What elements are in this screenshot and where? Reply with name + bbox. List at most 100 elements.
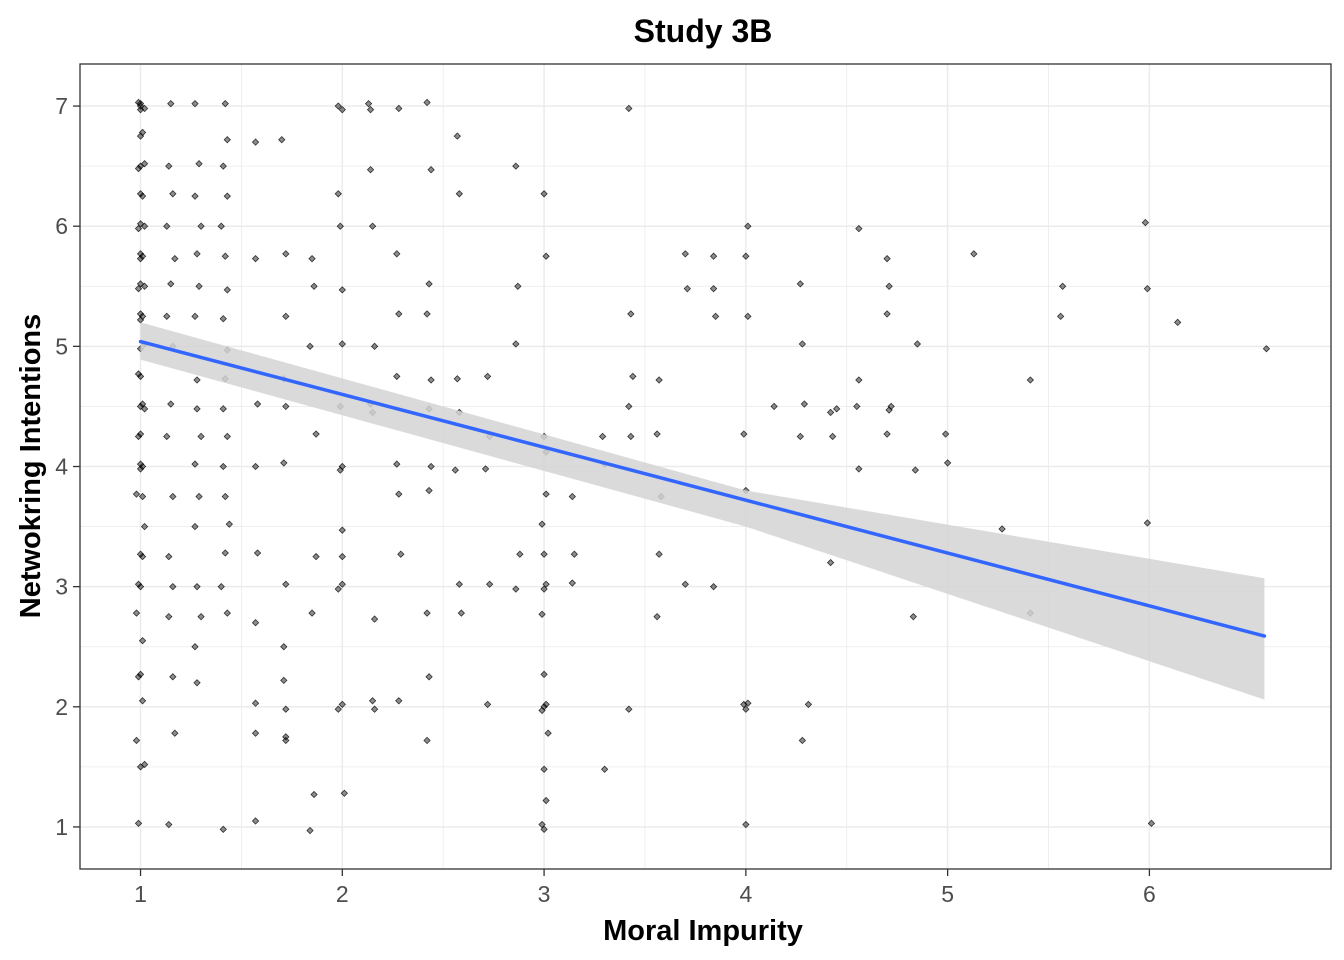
data-point: [278, 136, 286, 144]
data-point: [425, 673, 433, 681]
data-point: [740, 430, 748, 438]
data-point: [709, 582, 718, 591]
data-point: [217, 222, 225, 230]
data-point: [136, 190, 145, 198]
data-point: [796, 280, 805, 288]
data-point: [540, 703, 548, 711]
data-point: [310, 282, 318, 290]
data-point: [163, 312, 171, 320]
data-point: [770, 402, 778, 411]
data-point: [800, 400, 809, 408]
data-point: [282, 580, 290, 588]
data-point: [828, 432, 837, 441]
data-point: [653, 613, 661, 621]
data-point: [251, 619, 260, 627]
data-point: [941, 430, 950, 438]
data-point: [197, 613, 205, 621]
data-point: [798, 736, 807, 745]
data-point: [140, 522, 149, 531]
data-point: [219, 825, 227, 834]
data-point: [540, 825, 548, 834]
data-point: [219, 315, 227, 323]
data-point: [136, 430, 145, 438]
data-point: [885, 282, 893, 290]
data-point: [796, 432, 805, 441]
data-point: [282, 736, 290, 745]
data-point: [171, 729, 179, 737]
data-point: [308, 254, 316, 263]
data-point: [306, 342, 314, 351]
data-point: [132, 736, 141, 745]
data-point: [542, 580, 550, 588]
data-point: [138, 312, 147, 320]
data-point: [395, 310, 403, 318]
data-point: [570, 550, 579, 558]
data-point: [425, 486, 433, 495]
data-point: [138, 492, 147, 501]
data-point: [219, 405, 227, 413]
data-point: [540, 765, 548, 773]
data-point: [483, 372, 492, 381]
x-tick-label: 1: [134, 881, 147, 907]
y-tick-label: 2: [55, 694, 68, 720]
data-point: [393, 250, 401, 258]
data-point: [221, 549, 229, 557]
data-point: [600, 765, 609, 773]
data-point: [709, 285, 718, 293]
plot-panel: [79, 63, 1332, 870]
data-point: [742, 820, 750, 829]
data-point: [138, 128, 147, 137]
data-point: [911, 466, 920, 474]
data-point: [338, 462, 346, 471]
data-point: [883, 254, 891, 263]
data-point: [364, 99, 373, 108]
data-point: [366, 166, 375, 174]
data-point: [913, 340, 922, 348]
data-point: [134, 580, 143, 588]
x-tick-label: 3: [538, 881, 551, 907]
data-point: [282, 250, 290, 258]
data-point: [542, 490, 550, 498]
data-point: [568, 579, 577, 587]
data-point: [225, 520, 233, 528]
data-point: [223, 192, 231, 200]
data-point: [193, 679, 201, 687]
data-point: [1143, 285, 1152, 293]
data-point: [138, 252, 147, 260]
data-point: [512, 162, 520, 170]
data-point: [134, 98, 143, 107]
y-tick-label: 6: [55, 213, 68, 239]
data-point: [514, 282, 522, 290]
data-point: [598, 432, 607, 441]
data-point: [134, 432, 143, 441]
data-point: [306, 826, 314, 835]
data-point: [223, 286, 231, 294]
data-point: [423, 736, 431, 745]
data-point: [136, 250, 145, 258]
chart-title: Study 3B: [634, 13, 773, 49]
data-point: [1141, 218, 1150, 227]
data-point: [191, 99, 199, 108]
data-point: [540, 190, 548, 198]
data-point: [136, 316, 145, 324]
data-point: [282, 402, 290, 411]
data-point: [165, 162, 173, 170]
y-axis-title: Netwokring Intentions: [15, 314, 47, 619]
data-point: [251, 138, 260, 146]
data-point: [136, 162, 145, 170]
data-point: [1173, 318, 1182, 326]
data-point: [568, 492, 577, 501]
y-tick-label: 4: [55, 454, 68, 480]
data-point: [193, 250, 201, 258]
data-point: [167, 99, 175, 108]
data-point: [542, 700, 550, 709]
data-point: [253, 549, 262, 557]
data-point: [423, 98, 431, 107]
data-point: [742, 252, 750, 260]
data-point: [195, 492, 203, 501]
data-point: [340, 789, 349, 797]
data-point: [542, 796, 550, 805]
data-point: [165, 552, 173, 561]
data-point: [136, 310, 145, 318]
